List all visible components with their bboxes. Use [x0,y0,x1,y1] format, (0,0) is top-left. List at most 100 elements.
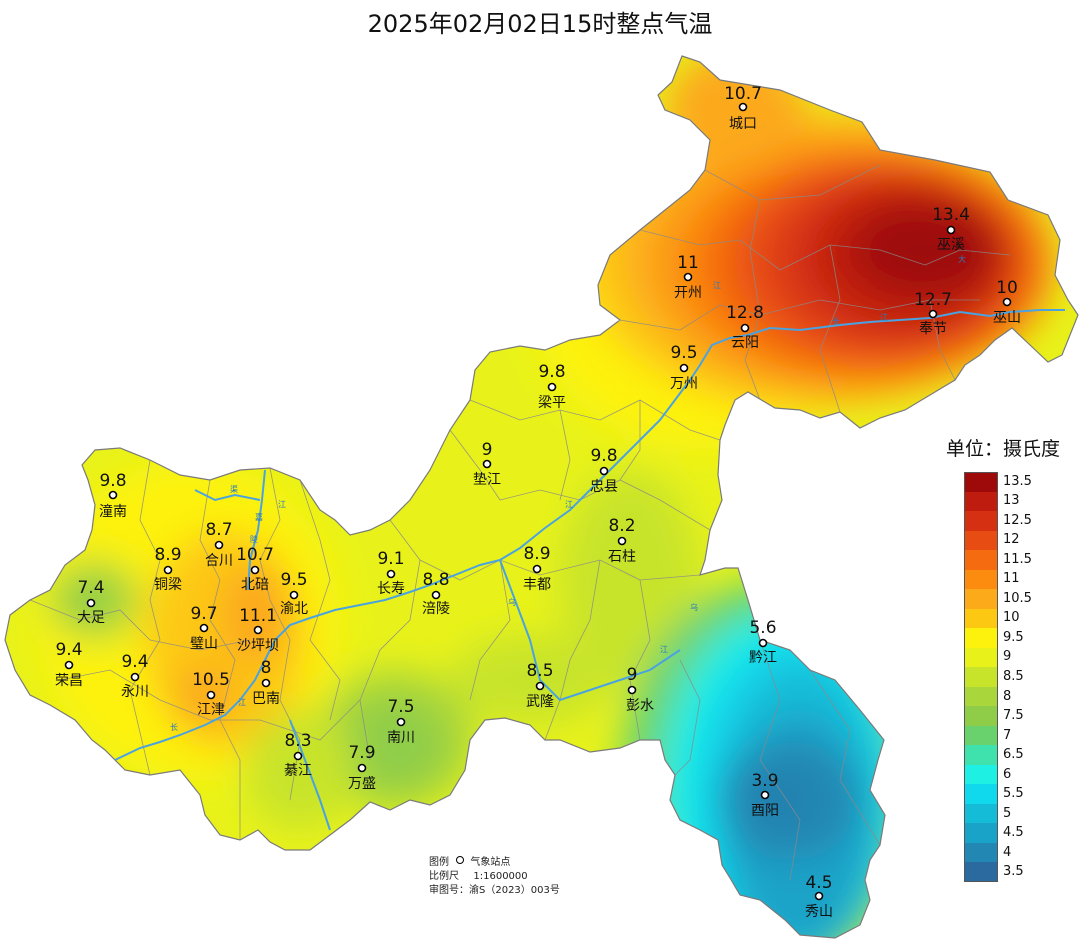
municipal-border [4,55,1079,939]
station-jiangjin[interactable]: 10.5 江津 [192,670,230,718]
legend-swatch [964,784,998,805]
legend-swatch [964,550,998,571]
legend-swatch [964,823,998,844]
station-fengdu[interactable]: 8.9 丰都 [523,544,551,593]
station-name: 璧山 [190,635,218,652]
station-marker [599,466,609,476]
station-value: 8.8 [422,570,449,590]
station-wushan[interactable]: 10 巫山 [993,278,1021,326]
station-name: 云阳 [731,335,759,351]
station-nanchuan[interactable]: 7.5 南川 [387,697,415,746]
station-wulong[interactable]: 8.5 武隆 [526,661,554,710]
station-wuxi[interactable]: 13.4 巫溪 [932,205,970,253]
station-kaizhou[interactable]: 11 开州 [674,253,702,301]
station-yunyang[interactable]: 12.8 云阳 [726,303,764,351]
station-dianjiang[interactable]: 9 垫江 [473,440,501,488]
legend-swatch [964,569,998,590]
station-wanzhou[interactable]: 9.5 万州 [670,343,698,392]
station-rongchang[interactable]: 9.4 荣昌 [55,640,83,689]
station-marker [547,382,557,392]
station-name: 巴南 [252,691,280,707]
station-value: 8.2 [608,516,635,536]
legend-label: 8.5 [1003,669,1024,684]
station-marker [627,685,637,695]
station-name: 巫山 [993,310,1021,326]
station-value: 9.8 [590,446,617,466]
station-name: 北碚 [241,577,269,593]
station-value: 10.7 [724,84,762,104]
legend-label: 13.5 [1003,473,1032,489]
station-wansheng[interactable]: 7.9 万盛 [348,743,376,792]
legend-label: 5 [1003,805,1012,821]
station-tongnan[interactable]: 9.8 潼南 [99,471,127,520]
station-name: 石柱 [608,549,636,565]
station-yubei[interactable]: 9.5 渝北 [280,570,308,617]
legend-swatch [964,472,998,493]
station-marker [946,225,956,235]
station-marker [758,638,768,648]
station-youyang[interactable]: 3.9 酉阳 [751,771,779,819]
station-value: 10.5 [192,670,230,690]
station-dazu[interactable]: 7.4 大足 [77,578,105,626]
station-name: 永川 [121,684,149,700]
station-fengjie[interactable]: 12.7 奉节 [914,290,952,337]
station-name: 秀山 [805,904,833,920]
rivers [114,309,1065,831]
station-qianjiang[interactable]: 5.6 黔江 [749,618,777,666]
station-marker [683,272,693,282]
legend-swatch [964,647,998,668]
map-notes: 图例 气象站点 比例尺 1:1600000 审图号：渝S（2023）003号 [429,856,560,898]
station-marker [250,565,260,575]
station-name: 丰都 [523,577,551,593]
station-zhongxian[interactable]: 9.8 忠县 [590,446,618,495]
station-pengshui[interactable]: 9 彭水 [626,665,654,714]
notes-scale-value: 1:1600000 [473,871,528,882]
station-beibei[interactable]: 10.7 北碚 [236,545,274,593]
station-banan[interactable]: 8 巴南 [252,658,280,707]
station-value: 12.7 [914,290,952,310]
legend-label: 10 [1003,610,1020,626]
station-chengkou[interactable]: 10.7 城口 [724,84,762,132]
station-name: 南川 [387,730,415,746]
station-value: 3.9 [751,771,778,791]
station-value: 9.5 [670,343,697,363]
legend-label: 8 [1003,688,1012,704]
station-marker [740,323,750,333]
station-name: 奉节 [919,321,947,337]
legend-title: 单位：摄氏度 [946,438,1061,460]
station-marker [108,490,118,500]
station-yongchuan[interactable]: 9.4 永川 [121,652,149,700]
legend-swatch [964,764,998,785]
station-name: 荣昌 [55,673,83,689]
legend-label: 7.5 [1003,708,1024,724]
station-tongliang[interactable]: 8.9 铜梁 [154,545,182,593]
station-shapingba[interactable]: 11.1 沙坪坝 [237,606,279,654]
legend-swatch [964,491,998,512]
station-marker [679,363,689,373]
station-bishan[interactable]: 9.7 璧山 [190,604,218,652]
station-marker [738,102,748,112]
station-xiushan[interactable]: 4.5 秀山 [805,873,833,920]
station-name: 大足 [77,610,105,626]
legend-swatch [964,803,998,824]
legend-label: 9.5 [1003,629,1024,645]
notes-scale-label: 比例尺 [429,871,459,882]
svg-text:大: 大 [958,254,966,264]
station-fuling[interactable]: 8.8 涪陵 [422,570,450,617]
station-shizhu[interactable]: 8.2 石柱 [608,516,636,565]
legend-label: 10.5 [1003,590,1032,606]
station-name: 万盛 [348,776,376,792]
legend-swatch [964,706,998,727]
station-marker [289,590,299,600]
notes-review-row: 审图号：渝S（2023）003号 [429,884,560,898]
station-liangping[interactable]: 9.8 梁平 [538,362,566,411]
station-name: 铜梁 [154,577,182,593]
station-hechuan[interactable]: 8.7 合川 [205,520,233,569]
station-value: 7.9 [348,743,375,763]
station-name: 酉阳 [751,803,779,819]
svg-text:江: 江 [238,698,246,707]
station-changshou[interactable]: 9.1 长寿 [377,549,405,597]
station-name: 沙坪坝 [237,638,279,654]
station-qijiang[interactable]: 8.3 綦江 [284,731,312,779]
